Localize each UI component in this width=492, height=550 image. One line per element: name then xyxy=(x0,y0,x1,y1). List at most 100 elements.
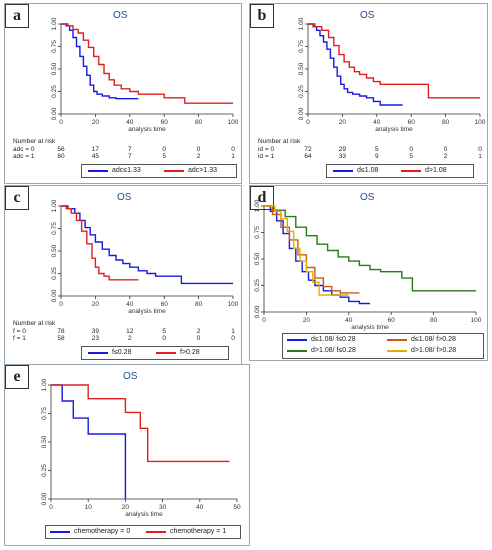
risk-header-b: Number at risk xyxy=(258,138,301,145)
x-tick-label-c: 80 xyxy=(195,301,203,308)
risk-value-b-1-5: 1 xyxy=(478,153,482,160)
x-tick-label-a: 100 xyxy=(228,119,239,126)
risk-header-c: Number at risk xyxy=(13,320,56,327)
y-tick-label-e: 1.00 xyxy=(41,378,48,391)
x-tick-label-b: 0 xyxy=(306,119,310,126)
panel-label-c: c xyxy=(5,186,29,210)
risk-value-c-1-1: 23 xyxy=(91,335,99,342)
km-plot-d: 0.00 0.25 0.50 0.75 1.00 0 20 40 60 80 100 analysis… xyxy=(254,199,482,331)
legend-label-c-0: f≤0.28 xyxy=(112,349,132,356)
y-tick-label-a: 0.75 xyxy=(51,40,58,53)
y-tick-label-c: 0.00 xyxy=(51,289,58,302)
risk-label-b-0: id = 0 xyxy=(258,146,275,153)
legend-label-d-3: d>1.08/ f>0.28 xyxy=(411,347,457,354)
y-tick-label-d: 0.00 xyxy=(254,305,261,318)
x-tick-label-c: 40 xyxy=(126,301,134,308)
y-tick-label-b: 0.50 xyxy=(298,62,305,75)
risk-value-b-1-2: 9 xyxy=(374,153,379,160)
y-tick-label-e: 0.25 xyxy=(41,464,48,477)
x-tick-label-d: 60 xyxy=(388,317,396,324)
x-tick-label-d: 20 xyxy=(303,317,311,324)
panel-label-a: a xyxy=(5,4,29,28)
risk-label-c-0: f = 0 xyxy=(13,328,26,335)
x-tick-label-e: 0 xyxy=(49,504,53,511)
survival-curve-d-2 xyxy=(264,205,476,292)
risk-table-b: Number at risk id = 0 id = 1 72 29 5 0 0 0 64 3… xyxy=(258,138,486,162)
risk-label-b-1: id = 1 xyxy=(258,153,275,160)
x-tick-label-e: 20 xyxy=(122,504,130,511)
legend-item-d-1: d≤1.08/ f>0.28 xyxy=(387,336,456,343)
risk-value-c-0-2: 12 xyxy=(126,328,134,335)
legend-swatch-b-0 xyxy=(333,169,353,172)
x-tick-label-b: 20 xyxy=(339,119,347,126)
risk-header-a: Number at risk xyxy=(13,138,56,145)
risk-value-b-1-4: 2 xyxy=(443,153,448,160)
panel-c: c OS 0.00 0.25 0.50 0.75 1.00 0 20 40 60 80 100 ana… xyxy=(4,185,242,366)
panel-label-b: b xyxy=(250,4,274,28)
x-tick-label-e: 50 xyxy=(233,504,241,511)
risk-value-a-1-3: 5 xyxy=(162,153,166,160)
y-tick-label-d: 0.25 xyxy=(254,279,261,292)
x-tick-label-b: 60 xyxy=(408,119,416,126)
risk-value-c-0-3: 5 xyxy=(162,328,166,335)
x-tick-label-b: 40 xyxy=(373,119,381,126)
y-tick-label-a: 0.50 xyxy=(51,62,58,75)
legend-label-e-1: chemotherapy = 1 xyxy=(170,528,227,535)
risk-value-a-0-1: 17 xyxy=(91,146,99,153)
x-tick-label-b: 80 xyxy=(442,119,450,126)
legend-label-a-1: adc>1.33 xyxy=(188,167,217,174)
survival-curve-d-3 xyxy=(264,205,349,296)
x-tick-label-a: 60 xyxy=(161,119,169,126)
legend-label-a-0: adc≤1.33 xyxy=(112,167,141,174)
survival-curve-b-0 xyxy=(308,23,403,106)
chart-title-a: OS xyxy=(113,10,128,21)
legend-e: chemotherapy = 0 chemotherapy = 1 xyxy=(45,525,241,539)
km-plot-a: 0.00 0.25 0.50 0.75 1.00 0 20 40 60 80 100 analysis… xyxy=(51,17,239,133)
survival-curve-e-0 xyxy=(51,384,127,499)
y-tick-label-e: 0.75 xyxy=(41,407,48,420)
risk-value-a-0-0: 56 xyxy=(57,146,65,153)
legend-item-b-1: d>1.08 xyxy=(401,167,447,174)
risk-table-a: Number at risk adc = 0 adc = 1 56 17 7 0 0 0 8… xyxy=(13,138,241,162)
legend-label-b-0: d≤1.08 xyxy=(357,167,379,174)
legend-swatch-d-2 xyxy=(287,349,307,352)
legend-swatch-c-1 xyxy=(156,351,176,354)
y-tick-label-d: 0.50 xyxy=(254,252,261,265)
legend-label-b-1: d>1.08 xyxy=(425,167,447,174)
risk-value-b-1-3: 5 xyxy=(409,153,413,160)
x-tick-label-d: 100 xyxy=(471,317,482,324)
x-axis-label-e: analysis time xyxy=(125,511,163,518)
risk-value-a-1-2: 7 xyxy=(127,153,132,160)
legend-swatch-a-1 xyxy=(164,169,184,172)
y-tick-label-a: 1.00 xyxy=(51,17,58,30)
panel-label-e: e xyxy=(5,365,29,389)
km-plot-e: 0.00 0.25 0.50 0.75 1.00 0 10 20 30 40 50 analysis … xyxy=(41,378,241,518)
x-axis-label-b: analysis time xyxy=(375,126,413,133)
legend-item-d-3: d>1.08/ f>0.28 xyxy=(387,347,456,354)
legend-swatch-e-1 xyxy=(146,530,166,533)
risk-label-a-1: adc = 1 xyxy=(13,153,35,160)
risk-value-c-1-0: 58 xyxy=(57,335,65,342)
risk-label-a-0: adc = 0 xyxy=(13,146,35,153)
risk-value-b-0-1: 29 xyxy=(338,146,346,153)
survival-curve-c-1 xyxy=(61,205,139,281)
y-tick-label-b: 0.00 xyxy=(298,107,305,120)
risk-value-a-1-4: 2 xyxy=(196,153,201,160)
x-tick-label-a: 0 xyxy=(59,119,63,126)
risk-value-b-0-4: 0 xyxy=(443,146,448,153)
survival-curve-a-1 xyxy=(61,23,233,104)
risk-value-c-1-3: 0 xyxy=(162,335,166,342)
y-tick-label-a: 0.25 xyxy=(51,85,58,98)
legend-label-d-1: d≤1.08/ f>0.28 xyxy=(411,336,456,343)
legend-item-d-2: d>1.08/ f≤0.28 xyxy=(287,347,356,354)
survival-curve-a-0 xyxy=(61,23,139,100)
legend-label-d-0: d≤1.08/ f≤0.28 xyxy=(311,336,356,343)
survival-curve-c-0 xyxy=(61,205,233,285)
x-tick-label-b: 100 xyxy=(475,119,486,126)
y-tick-label-c: 0.25 xyxy=(51,267,58,280)
y-tick-label-b: 0.75 xyxy=(298,40,305,53)
legend-label-c-1: f>0.28 xyxy=(180,349,200,356)
legend-swatch-e-0 xyxy=(50,530,70,533)
legend-item-c-0: f≤0.28 xyxy=(88,349,131,356)
risk-value-c-1-5: 0 xyxy=(231,335,235,342)
